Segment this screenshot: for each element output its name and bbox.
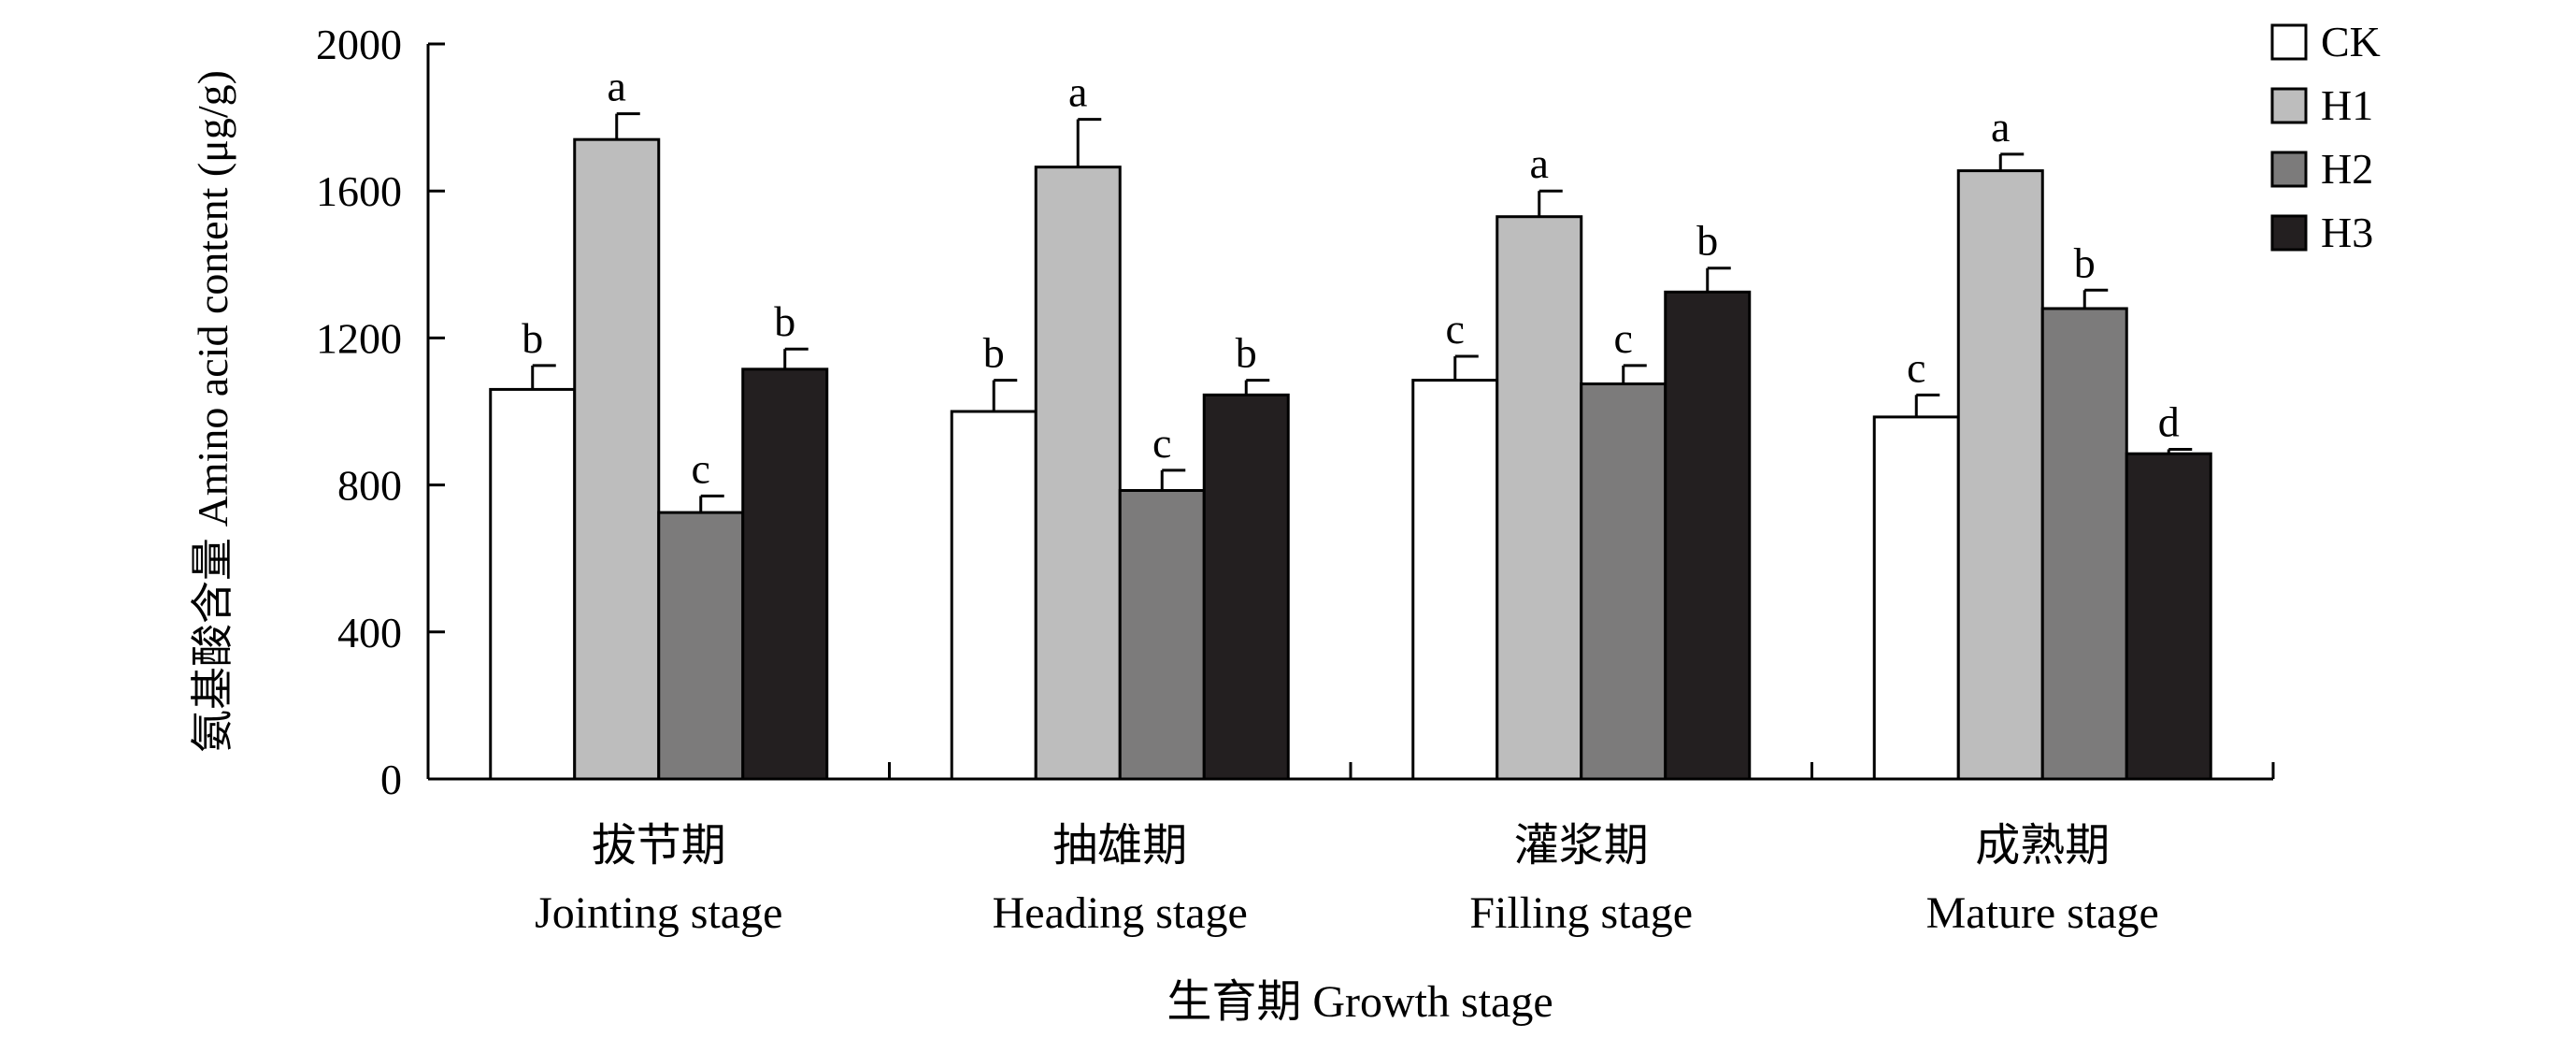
y-tick-label: 2000 — [316, 21, 402, 68]
legend-label-ck: CK — [2321, 18, 2381, 65]
legend-swatch-h3 — [2270, 214, 2308, 252]
x-tick-label-zh: 抽雄期 — [1052, 821, 1187, 871]
significance-letter: c — [1614, 314, 1633, 362]
y-tick-label: 1200 — [316, 314, 402, 362]
significance-letter: d — [2158, 397, 2180, 445]
x-tick-label-zh: 拔节期 — [592, 821, 726, 871]
significance-letter: b — [522, 314, 543, 362]
significance-letter: c — [1446, 305, 1465, 353]
y-axis-title: 氨基酸含量 Amino acid content (μg/g) — [189, 70, 236, 753]
bar-h1-2 — [1034, 166, 1122, 781]
bar-h2-2 — [1118, 488, 1206, 781]
legend: CK H1 H2 H3 — [2270, 18, 2381, 256]
y-tick-label: 1600 — [316, 167, 402, 215]
legend-swatch-h2 — [2270, 151, 2308, 188]
significance-letter: a — [1991, 103, 2010, 151]
x-tick-label-zh: 成熟期 — [1975, 821, 2110, 871]
bar-ck-1 — [489, 387, 577, 781]
y-tick-label: 0 — [380, 756, 402, 803]
bar-h1-4 — [1956, 169, 2044, 781]
bar-h1-1 — [573, 137, 661, 781]
legend-swatch-h1 — [2270, 87, 2308, 124]
significance-letter: a — [1530, 139, 1549, 187]
significance-letter: b — [1236, 329, 1257, 377]
bar-ck-4 — [1872, 415, 1960, 781]
legend-label-h3: H3 — [2321, 209, 2373, 256]
bar-ck-2 — [950, 410, 1038, 781]
bar-h3-2 — [1202, 393, 1290, 781]
significance-letter: b — [2074, 238, 2096, 286]
significance-letter: b — [983, 329, 1005, 377]
bar-h3-1 — [741, 368, 829, 781]
significance-letter: a — [1068, 68, 1087, 116]
significance-letter: c — [1152, 419, 1171, 467]
x-tick-label-zh: 灌浆期 — [1514, 821, 1649, 871]
bar-h3-4 — [2125, 452, 2212, 781]
legend-label-h2: H2 — [2321, 145, 2373, 193]
bar-h2-4 — [2040, 307, 2128, 781]
significance-letter: c — [692, 444, 710, 492]
significance-letter: a — [608, 63, 626, 110]
y-tick-label: 400 — [337, 609, 402, 656]
x-tick-label-en: Mature stage — [1926, 888, 2159, 938]
x-tick-label-en: Jointing stage — [535, 888, 782, 938]
axes-group: 0 400 800 1200 1600 2000 拔节期 Jointing stage 抽雄期 H… — [316, 21, 2275, 938]
significance-letter: b — [774, 297, 795, 345]
bar-h1-3 — [1496, 215, 1583, 781]
legend-swatch-ck — [2270, 23, 2308, 61]
bar-h2-1 — [657, 511, 745, 781]
bar-h3-3 — [1664, 290, 1752, 781]
bar-h2-3 — [1580, 382, 1667, 781]
y-tick-label: 800 — [337, 462, 402, 510]
x-tick-label-en: Heading stage — [993, 888, 1248, 938]
bars-group: b a c b b a c b c a c b c a b d — [489, 63, 2212, 781]
x-tick-label-en: Filling stage — [1469, 888, 1693, 938]
bar-ck-3 — [1411, 379, 1499, 781]
legend-label-h1: H1 — [2321, 81, 2373, 129]
x-axis-title: 生育期 Growth stage — [1166, 977, 1553, 1027]
significance-letter: b — [1696, 217, 1718, 265]
significance-letter: c — [1907, 343, 1925, 391]
